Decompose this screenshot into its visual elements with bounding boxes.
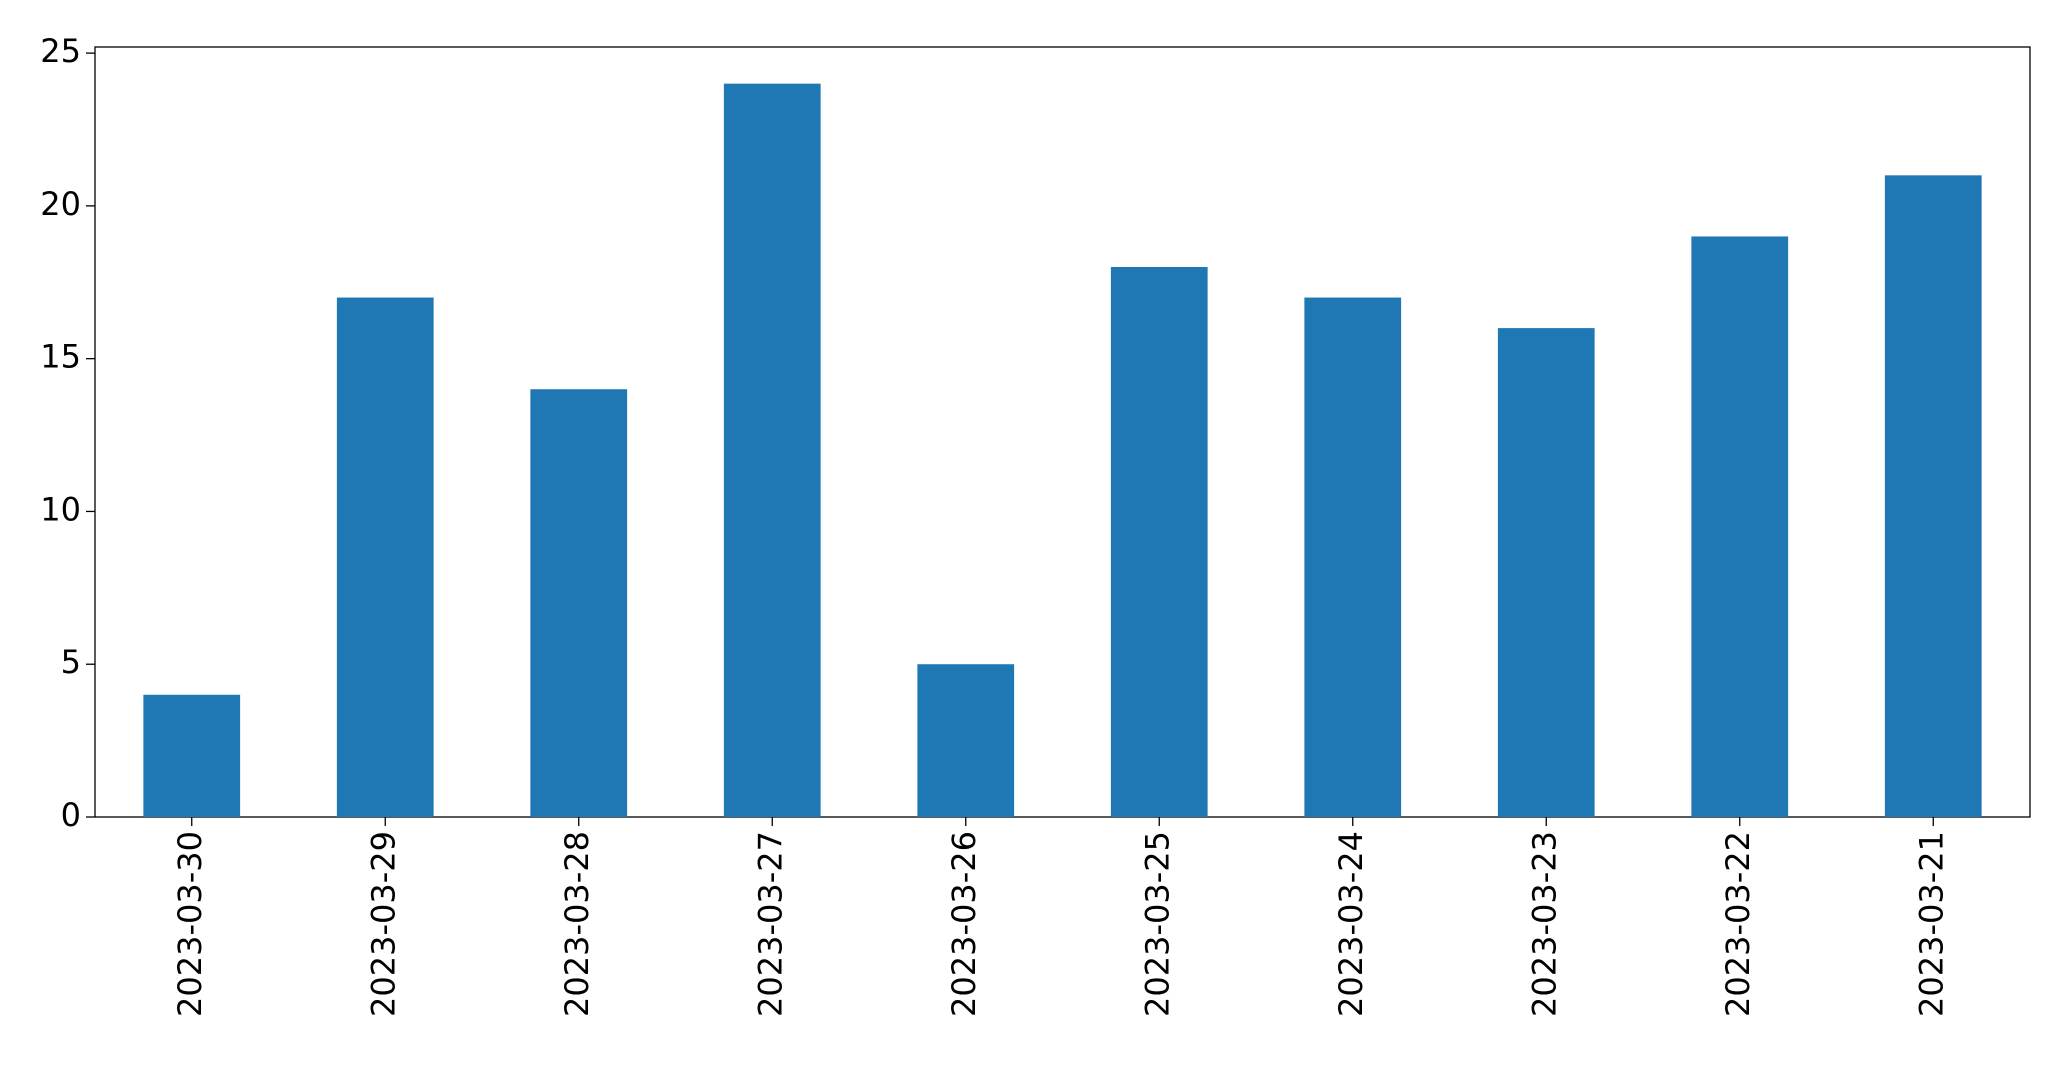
bar bbox=[1497, 328, 1595, 817]
x-tick-label: 2023-03-23 bbox=[1525, 831, 1563, 1017]
bar bbox=[723, 83, 821, 817]
y-tick-label: 25 bbox=[40, 32, 81, 70]
bar bbox=[336, 297, 434, 817]
y-tick-label: 5 bbox=[61, 643, 81, 681]
y-tick-label: 20 bbox=[40, 185, 81, 223]
bar bbox=[143, 694, 241, 817]
plot-frame bbox=[94, 46, 2031, 818]
x-tick-label: 2023-03-21 bbox=[1912, 831, 1950, 1017]
x-tick-label: 2023-03-25 bbox=[1138, 831, 1176, 1017]
y-tick-label: 10 bbox=[40, 490, 81, 528]
bar bbox=[530, 389, 628, 817]
x-tick-label: 2023-03-22 bbox=[1719, 831, 1757, 1017]
bar bbox=[1304, 297, 1402, 817]
bar bbox=[917, 664, 1015, 817]
x-tick-label: 2023-03-24 bbox=[1332, 831, 1370, 1017]
x-tick-label: 2023-03-28 bbox=[558, 831, 596, 1017]
bar bbox=[1691, 236, 1789, 817]
bar bbox=[1884, 175, 1982, 818]
x-tick-label: 2023-03-29 bbox=[364, 831, 402, 1017]
x-tick-label: 2023-03-27 bbox=[751, 831, 789, 1017]
y-tick-label: 0 bbox=[61, 796, 81, 834]
x-tick-label: 2023-03-26 bbox=[945, 831, 983, 1017]
bar bbox=[1110, 267, 1208, 817]
x-tick-label: 2023-03-30 bbox=[171, 831, 209, 1017]
y-tick-label: 15 bbox=[40, 338, 81, 376]
